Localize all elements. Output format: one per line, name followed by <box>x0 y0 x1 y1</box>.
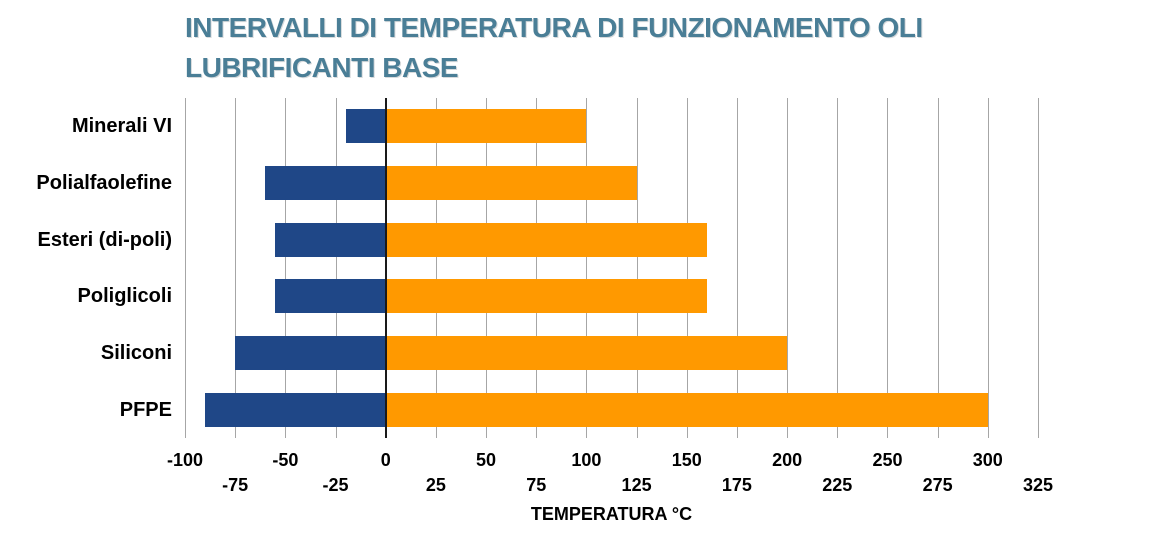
x-tick-label: 200 <box>772 450 803 470</box>
gridline <box>787 98 789 438</box>
x-tick-label: 250 <box>872 450 903 470</box>
y-axis-labels: Minerali VI Polialfaolefine Esteri (di-pol… <box>0 98 172 438</box>
bar-positive-segment <box>385 393 988 427</box>
category-label: Poliglicoli <box>77 285 172 307</box>
bar-positive-segment <box>385 166 637 200</box>
gridline <box>937 98 939 438</box>
x-tick-label: 325 <box>1022 475 1054 495</box>
bar-positive-segment <box>385 223 707 257</box>
x-tick-label: 75 <box>526 475 547 495</box>
x-tick-label: 25 <box>425 475 446 495</box>
x-tick-label: -100 <box>166 450 204 470</box>
bar-negative-segment <box>345 109 386 143</box>
x-tick-label: -25 <box>322 475 349 495</box>
gridline <box>887 98 889 438</box>
x-axis-ticks: -100 -75 -50 -25 0 25 50 75 100 125 150 175 200 225 25… <box>167 438 1053 498</box>
gridline <box>235 98 237 438</box>
x-axis-title: TEMPERATURA °C <box>530 504 693 524</box>
x-tick-label: 150 <box>671 450 702 470</box>
bar-negative-segment <box>235 336 386 370</box>
category-label: PFPE <box>119 399 172 421</box>
plot-area <box>185 98 1039 438</box>
bar-negative-segment <box>275 223 386 257</box>
gridline <box>736 98 738 438</box>
bar-positive-segment <box>385 279 707 313</box>
x-tick-label: 275 <box>922 475 953 495</box>
bar-negative-segment <box>205 393 386 427</box>
category-label: Polialfaolefine <box>36 172 172 194</box>
gridline <box>1038 98 1039 438</box>
gridline <box>686 98 688 438</box>
category-label: Esteri (di-poli) <box>37 229 172 251</box>
gridline <box>636 98 638 438</box>
x-tick-label: 175 <box>721 475 752 495</box>
x-tick-label: 100 <box>571 450 602 470</box>
gridline <box>335 98 337 438</box>
x-tick-label: 300 <box>972 450 1003 470</box>
bar-positive-segment <box>385 109 587 143</box>
gridline <box>837 98 839 438</box>
bar-negative-segment <box>265 166 386 200</box>
x-tick-label: 50 <box>476 450 497 470</box>
gridline <box>185 98 186 438</box>
gridline <box>536 98 538 438</box>
category-label: Siliconi <box>100 342 172 364</box>
x-tick-label: -75 <box>222 475 249 495</box>
x-tick-label: -50 <box>272 450 299 470</box>
x-tick-label: 125 <box>621 475 652 495</box>
gridline <box>486 98 488 438</box>
chart-title: INTERVALLI DI TEMPERATURA DI FUNZIONAMEN… <box>185 12 923 83</box>
category-label: Minerali VI <box>71 115 172 137</box>
gridline <box>435 98 437 438</box>
x-tick-label: 225 <box>822 475 853 495</box>
gridline <box>586 98 588 438</box>
gridline <box>285 98 287 438</box>
x-tick-label: 0 <box>380 450 391 470</box>
bar-positive-segment <box>385 336 788 370</box>
zero-axis-line <box>384 98 387 438</box>
bar-negative-segment <box>275 279 386 313</box>
gridline <box>987 98 989 438</box>
